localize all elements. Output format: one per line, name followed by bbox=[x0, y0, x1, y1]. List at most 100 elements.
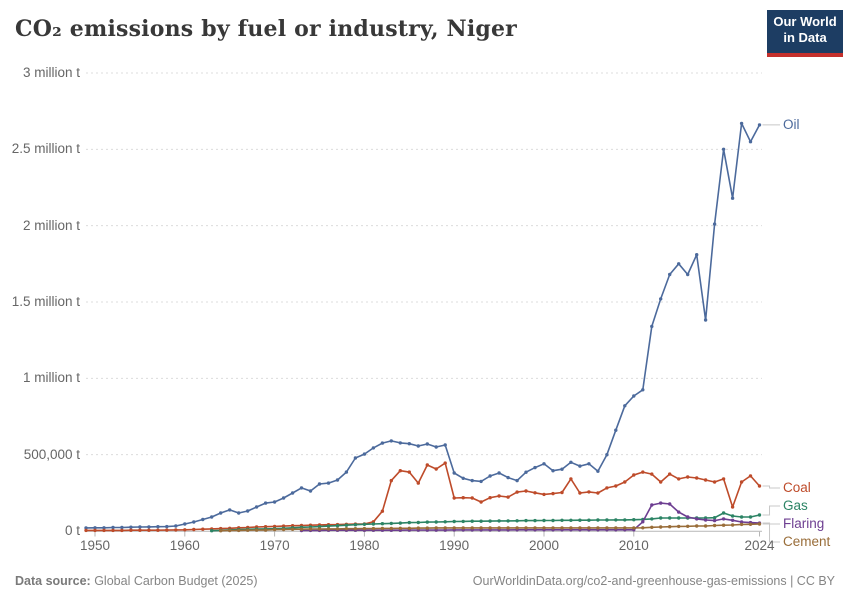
data-point bbox=[506, 475, 510, 480]
data-point bbox=[120, 528, 124, 533]
data-point bbox=[147, 525, 151, 529]
data-point bbox=[623, 404, 627, 408]
data-point bbox=[102, 526, 106, 530]
data-source-line: Data source: Global Carbon Budget (2025) bbox=[15, 574, 258, 588]
data-point bbox=[497, 519, 501, 523]
owid-logo-line1: Our World bbox=[773, 14, 837, 29]
data-point bbox=[335, 524, 340, 528]
data-point bbox=[551, 518, 555, 523]
data-point bbox=[506, 526, 510, 530]
data-point bbox=[659, 480, 663, 484]
data-point bbox=[443, 526, 447, 530]
data-point bbox=[596, 526, 600, 530]
data-point bbox=[371, 522, 376, 526]
data-point bbox=[380, 441, 385, 445]
y-axis-label: 1.5 million t bbox=[11, 294, 80, 309]
data-point bbox=[757, 513, 762, 517]
label-connector bbox=[762, 485, 780, 489]
data-point bbox=[730, 514, 735, 518]
data-point bbox=[299, 527, 304, 531]
data-point bbox=[93, 526, 97, 530]
data-point bbox=[695, 517, 699, 521]
data-point bbox=[479, 500, 483, 504]
data-point bbox=[416, 526, 420, 530]
data-point bbox=[605, 526, 609, 530]
data-point bbox=[120, 525, 124, 530]
x-axis-label: 1990 bbox=[439, 538, 470, 553]
data-point bbox=[425, 520, 429, 524]
data-point bbox=[515, 526, 519, 530]
data-point bbox=[695, 524, 699, 528]
data-point bbox=[308, 489, 313, 493]
citation-link[interactable]: OurWorldinData.org/co2-and-greenhouse-ga… bbox=[472, 574, 835, 588]
data-point bbox=[326, 481, 331, 485]
data-point bbox=[434, 445, 438, 449]
data-point bbox=[668, 502, 672, 506]
data-point bbox=[425, 442, 429, 446]
data-point bbox=[407, 520, 411, 525]
data-point bbox=[641, 526, 645, 530]
data-point bbox=[721, 517, 726, 521]
x-axis-label: 2000 bbox=[528, 538, 560, 553]
owid-logo[interactable]: Our World in Data bbox=[767, 10, 843, 57]
data-point bbox=[668, 272, 672, 277]
data-point bbox=[721, 477, 726, 481]
data-point bbox=[470, 526, 474, 530]
data-point bbox=[398, 441, 402, 445]
data-point bbox=[389, 478, 393, 483]
data-point bbox=[686, 272, 690, 277]
data-point bbox=[605, 518, 609, 522]
data-point bbox=[569, 526, 573, 530]
data-point bbox=[578, 518, 582, 522]
data-point bbox=[228, 508, 232, 512]
data-point bbox=[605, 453, 609, 457]
data-point bbox=[407, 526, 411, 530]
data-point bbox=[560, 518, 564, 522]
data-point bbox=[470, 496, 474, 500]
data-point bbox=[569, 518, 573, 522]
data-point bbox=[524, 526, 528, 530]
data-point bbox=[596, 491, 600, 495]
data-point bbox=[452, 496, 456, 500]
data-point bbox=[515, 490, 519, 494]
data-point bbox=[335, 527, 340, 531]
data-point bbox=[452, 526, 456, 530]
label-connectors bbox=[762, 124, 780, 543]
data-point bbox=[443, 520, 447, 524]
data-point bbox=[165, 524, 169, 529]
series-label-coal[interactable]: Coal bbox=[783, 479, 811, 495]
series-label-cement[interactable]: Cement bbox=[783, 533, 831, 549]
series-line-coal bbox=[86, 462, 761, 532]
series-label-gas[interactable]: Gas bbox=[783, 497, 808, 513]
data-point bbox=[488, 526, 492, 530]
data-point bbox=[569, 460, 573, 464]
data-point bbox=[201, 517, 205, 522]
gridlines bbox=[86, 72, 762, 532]
data-point bbox=[587, 518, 591, 522]
data-point bbox=[344, 527, 349, 531]
data-point bbox=[578, 491, 582, 495]
data-point bbox=[479, 479, 483, 484]
data-point bbox=[533, 526, 537, 530]
data-point bbox=[102, 528, 106, 533]
data-point bbox=[748, 140, 753, 144]
data-point bbox=[416, 481, 420, 485]
data-point bbox=[560, 526, 564, 530]
data-point bbox=[497, 471, 501, 475]
data-point bbox=[542, 492, 546, 497]
data-point bbox=[757, 484, 762, 488]
series-label-flaring[interactable]: Flaring bbox=[783, 516, 825, 532]
series-label-oil[interactable]: Oil bbox=[783, 116, 800, 132]
data-point bbox=[641, 470, 645, 474]
data-point bbox=[254, 528, 259, 532]
data-point bbox=[246, 528, 250, 532]
data-point bbox=[703, 518, 708, 522]
y-axis-label: 0 t bbox=[64, 523, 80, 538]
data-point bbox=[111, 528, 115, 533]
data-point bbox=[730, 518, 735, 522]
data-point bbox=[551, 469, 555, 473]
data-point bbox=[461, 476, 465, 480]
y-axis-label: 2 million t bbox=[22, 217, 80, 233]
data-point bbox=[721, 147, 726, 151]
data-point bbox=[533, 518, 537, 523]
